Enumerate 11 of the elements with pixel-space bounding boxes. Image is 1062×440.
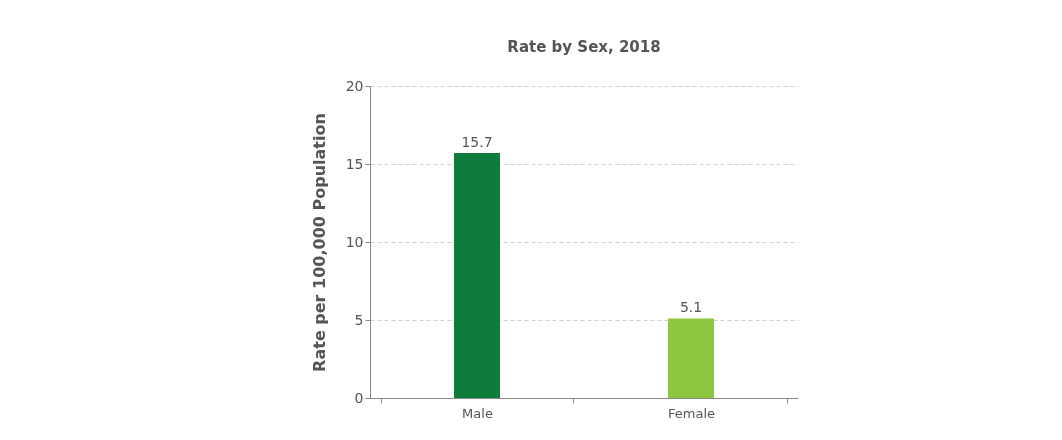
chart-title: Rate by Sex, 2018 <box>507 38 661 56</box>
y-tick-label: 15 <box>345 155 364 172</box>
data-label: 15.7 <box>461 134 493 151</box>
y-tick-label: 20 <box>345 77 364 94</box>
y-tick-label: 0 <box>354 389 364 406</box>
y-axis-title: Rate per 100,000 Population <box>309 113 329 372</box>
y-tick-label: 5 <box>354 311 364 328</box>
x-tick-label: Female <box>667 405 716 421</box>
data-label: 5.1 <box>679 299 703 316</box>
x-tick-label: Male <box>462 405 493 421</box>
y-tick-label: 10 <box>345 233 364 250</box>
